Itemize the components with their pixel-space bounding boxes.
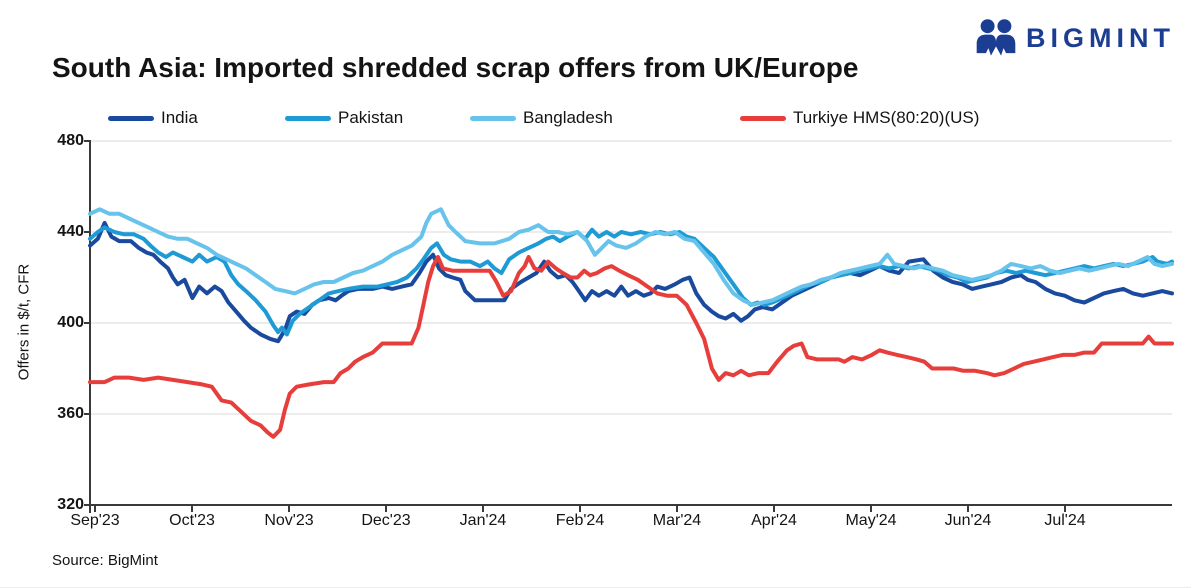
legend-swatch-india xyxy=(108,115,154,121)
legend-swatch-turkiye xyxy=(740,115,786,121)
legend-label-pakistan: Pakistan xyxy=(338,108,404,127)
x-tick-label: May'24 xyxy=(845,512,897,529)
legend-item-india: India xyxy=(108,108,198,128)
y-tick-label: 400 xyxy=(57,314,84,331)
bigmint-logo-text: BIGMINT xyxy=(1026,22,1175,53)
legend-item-turkiye: Turkiye HMS(80:20)(US) xyxy=(740,108,979,128)
y-axis-title: Offers in $/t, CFR xyxy=(15,263,33,381)
y-tick-label: 360 xyxy=(57,405,84,422)
x-tick-label: Mar'24 xyxy=(652,512,702,529)
legend-swatch-bangladesh xyxy=(470,115,516,121)
legend-item-pakistan: Pakistan xyxy=(285,108,403,128)
x-tick-label: Sep'23 xyxy=(70,512,120,529)
y-tick-label: 480 xyxy=(57,132,84,149)
x-tick-label: Dec'23 xyxy=(361,512,411,529)
y-tick-label: 320 xyxy=(57,496,84,513)
legend-label-india: India xyxy=(161,108,198,127)
bigmint-logo: BIGMINT xyxy=(975,18,1175,58)
y-tick-label: 440 xyxy=(57,223,84,240)
legend-label-turkiye: Turkiye HMS(80:20)(US) xyxy=(793,108,980,127)
x-tick-label: Feb'24 xyxy=(555,512,605,529)
x-tick-label: Jun'24 xyxy=(944,512,992,529)
x-tick-label: Jan'24 xyxy=(459,512,507,529)
legend-label-bangladesh: Bangladesh xyxy=(523,108,613,127)
x-tick-label: Jul'24 xyxy=(1044,512,1086,529)
chart-title: South Asia: Imported shredded scrap offe… xyxy=(52,52,859,83)
legend-swatch-pakistan xyxy=(285,115,331,121)
x-tick-label: Apr'24 xyxy=(751,512,797,529)
legend-item-bangladesh: Bangladesh xyxy=(470,108,613,128)
x-tick-label: Nov'23 xyxy=(264,512,314,529)
source-note: Source: BigMint xyxy=(52,552,158,569)
bigmint-logo-icon xyxy=(975,18,1017,58)
x-tick-label: Oct'23 xyxy=(169,512,215,529)
